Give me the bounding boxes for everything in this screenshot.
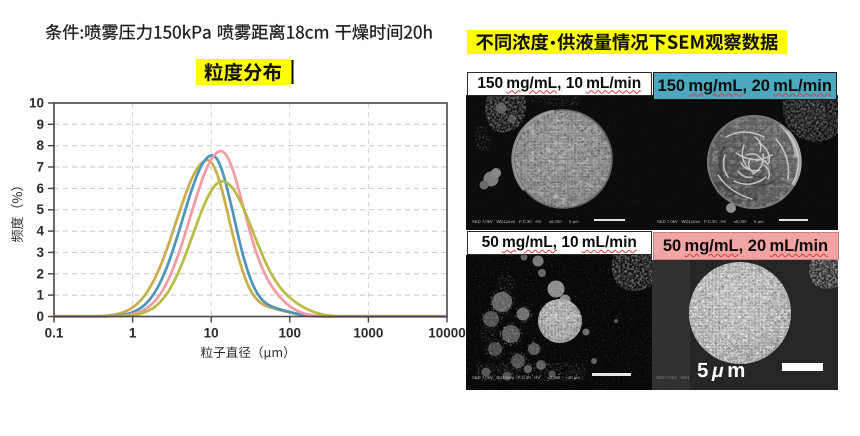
svg-text:0: 0 <box>36 309 44 324</box>
svg-text:5: 5 <box>36 202 44 217</box>
svg-text:0.1: 0.1 <box>45 326 64 341</box>
svg-text:7: 7 <box>36 160 44 175</box>
svg-text:8: 8 <box>36 138 44 153</box>
svg-text:100: 100 <box>279 326 302 341</box>
svg-text:6: 6 <box>36 181 44 196</box>
svg-text:10: 10 <box>204 326 219 341</box>
svg-text:10: 10 <box>29 96 44 111</box>
svg-text:1: 1 <box>129 326 137 341</box>
svg-text:1000: 1000 <box>353 326 383 341</box>
svg-text:4: 4 <box>36 224 44 239</box>
svg-text:10000: 10000 <box>428 326 466 341</box>
svg-text:1: 1 <box>36 288 44 303</box>
svg-text:9: 9 <box>36 117 44 132</box>
svg-text:2: 2 <box>36 266 44 281</box>
svg-text:3: 3 <box>36 245 44 260</box>
